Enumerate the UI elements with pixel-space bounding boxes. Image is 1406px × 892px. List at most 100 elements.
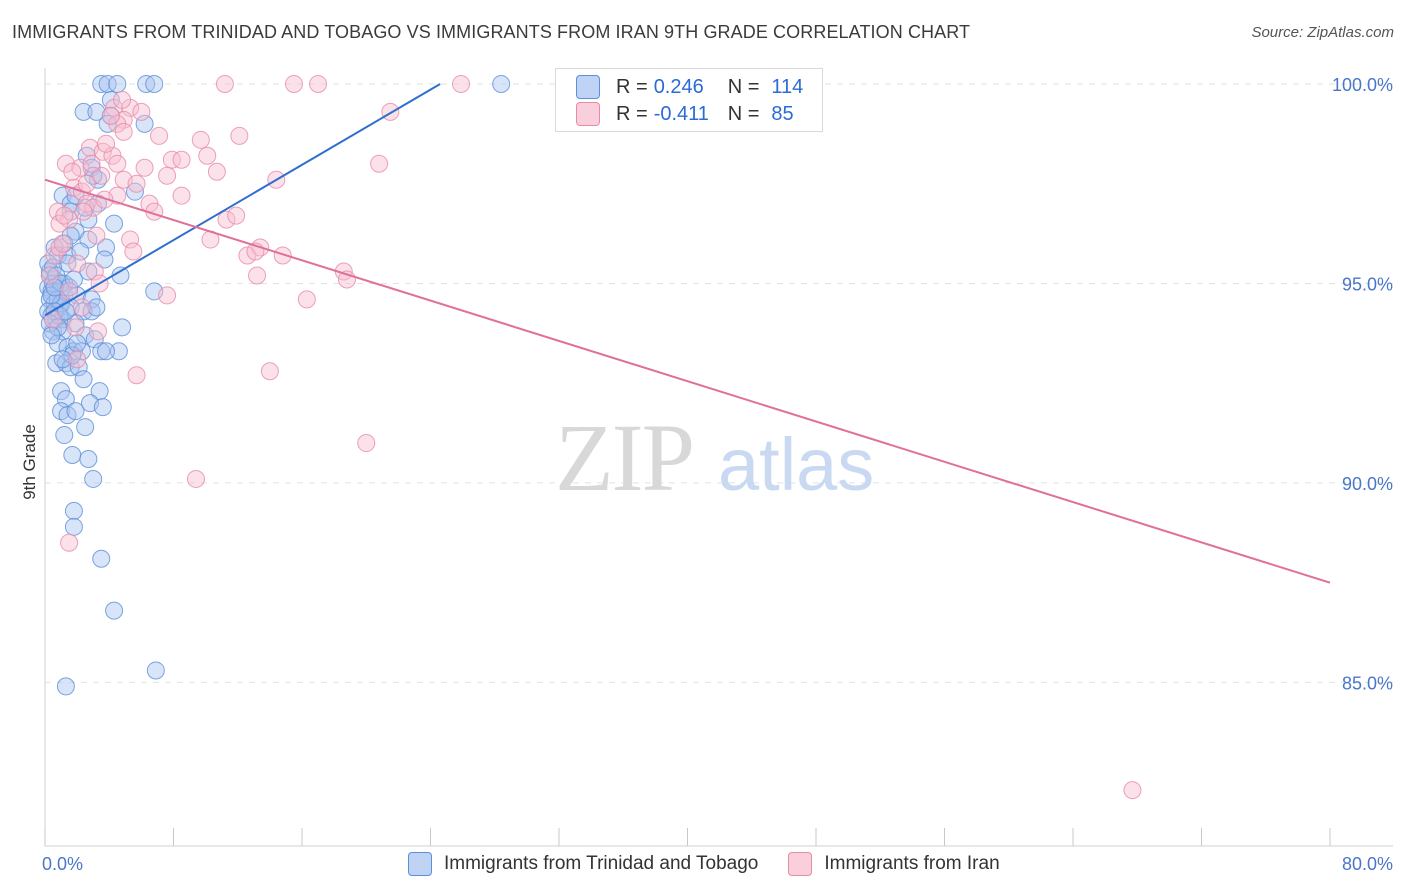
data-point bbox=[93, 398, 112, 417]
data-point bbox=[92, 74, 111, 93]
data-point bbox=[84, 469, 103, 488]
data-point bbox=[113, 90, 132, 109]
n-label: N = bbox=[727, 102, 760, 125]
data-point bbox=[381, 102, 400, 121]
data-point bbox=[108, 154, 127, 173]
data-point bbox=[370, 154, 389, 173]
y-tick-label: 90.0% bbox=[1342, 474, 1393, 494]
data-point bbox=[1123, 781, 1142, 800]
data-point bbox=[56, 390, 75, 409]
data-point bbox=[92, 166, 111, 185]
data-point bbox=[124, 242, 143, 261]
data-point bbox=[97, 342, 116, 361]
legend-label-iran: Immigrants from Iran bbox=[824, 853, 1000, 874]
blue-swatch bbox=[576, 75, 600, 99]
y-tick-label: 100.0% bbox=[1332, 75, 1393, 95]
chart-source: Source: ZipAtlas.com bbox=[1251, 24, 1394, 41]
data-point bbox=[74, 370, 93, 389]
data-point bbox=[132, 102, 151, 121]
pink-swatch bbox=[576, 102, 600, 126]
data-point bbox=[127, 366, 146, 385]
r-value: -0.411 bbox=[653, 102, 709, 125]
data-point bbox=[68, 254, 87, 273]
data-point bbox=[108, 74, 127, 93]
legend-label-trinidad: Immigrants from Trinidad and Tobago bbox=[444, 853, 759, 874]
data-point bbox=[89, 322, 108, 341]
data-point bbox=[309, 74, 328, 93]
data-point bbox=[492, 74, 511, 93]
data-point bbox=[40, 266, 59, 285]
data-point bbox=[76, 418, 95, 437]
gridlines bbox=[45, 83, 1393, 683]
data-point bbox=[186, 469, 205, 488]
data-point bbox=[63, 446, 82, 465]
data-point bbox=[198, 146, 217, 165]
data-point bbox=[260, 362, 279, 381]
x-tick-label: 0.0% bbox=[42, 854, 83, 874]
data-point bbox=[56, 677, 75, 696]
data-point bbox=[135, 158, 154, 177]
data-point bbox=[191, 130, 210, 149]
data-point bbox=[58, 254, 77, 273]
data-point bbox=[55, 206, 74, 225]
chart-title: IMMIGRANTS FROM TRINIDAD AND TOBAGO VS I… bbox=[12, 22, 971, 42]
data-point bbox=[74, 102, 93, 121]
data-point bbox=[121, 230, 140, 249]
data-point bbox=[95, 250, 114, 269]
legend-item-trinidad: Immigrants from Trinidad and Tobago bbox=[408, 852, 758, 876]
data-point bbox=[53, 234, 72, 253]
data-point bbox=[150, 126, 169, 145]
data-point bbox=[217, 210, 236, 229]
data-point bbox=[60, 282, 79, 301]
r-label: R = bbox=[616, 102, 648, 125]
trend-lines bbox=[44, 83, 1331, 584]
data-point bbox=[95, 190, 114, 209]
stats-legend: R = 0.246 N = 114 R = -0.411 N = 85 bbox=[555, 68, 823, 132]
data-point bbox=[92, 549, 111, 568]
data-point bbox=[113, 318, 132, 337]
data-point bbox=[64, 517, 83, 536]
data-point bbox=[68, 350, 87, 369]
n-label: N = bbox=[727, 75, 760, 98]
data-point bbox=[114, 122, 133, 141]
data-point bbox=[145, 74, 164, 93]
data-point bbox=[87, 102, 106, 121]
y-tick-label: 85.0% bbox=[1342, 673, 1393, 693]
data-point bbox=[74, 202, 93, 221]
data-point bbox=[64, 501, 83, 520]
data-point bbox=[97, 134, 116, 153]
blue-swatch bbox=[408, 852, 432, 876]
data-point bbox=[297, 290, 316, 309]
x-tick-label: 80.0% bbox=[1342, 854, 1393, 874]
stats-row-iran: R = -0.411 N = 85 bbox=[576, 102, 794, 126]
data-point bbox=[82, 154, 101, 173]
data-point bbox=[146, 661, 165, 680]
data-point bbox=[60, 533, 79, 552]
data-point bbox=[207, 162, 226, 181]
data-point bbox=[105, 214, 124, 233]
data-point bbox=[71, 242, 90, 261]
series-legend: Immigrants from Trinidad and Tobago Immi… bbox=[408, 852, 1030, 876]
watermark-zip: ZIP bbox=[555, 404, 693, 511]
data-point bbox=[105, 601, 124, 620]
data-point bbox=[87, 298, 106, 317]
y-tick-label: 95.0% bbox=[1342, 274, 1393, 294]
data-point bbox=[42, 326, 61, 345]
tick-labels: 85.0% 90.0% 95.0% 100.0% 0.0% 80.0% bbox=[42, 75, 1393, 874]
data-point bbox=[215, 74, 234, 93]
series-iran-points bbox=[40, 74, 1142, 800]
pink-swatch bbox=[788, 852, 813, 876]
data-point bbox=[230, 126, 249, 145]
r-value: 0.246 bbox=[653, 75, 704, 98]
data-point bbox=[248, 266, 267, 285]
data-point bbox=[158, 286, 177, 305]
data-point bbox=[172, 186, 191, 205]
data-point bbox=[172, 150, 191, 169]
data-point bbox=[101, 106, 120, 125]
n-value: 114 bbox=[771, 75, 804, 98]
data-point bbox=[452, 74, 471, 93]
data-point bbox=[109, 342, 128, 361]
data-point bbox=[92, 342, 111, 361]
data-point bbox=[87, 226, 106, 245]
data-point bbox=[357, 434, 376, 453]
